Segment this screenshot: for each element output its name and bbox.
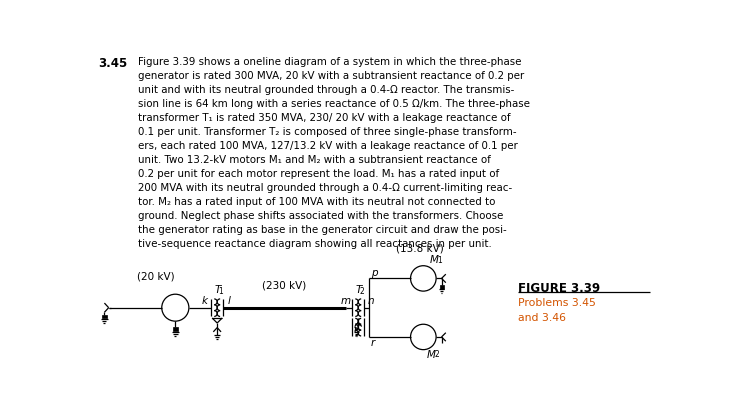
Text: unit and with its neutral grounded through a 0.4-Ω reactor. The transmis-: unit and with its neutral grounded throu… <box>138 85 515 95</box>
Text: transformer T₁ is rated 350 MVA, 230/ 20 kV with a leakage reactance of: transformer T₁ is rated 350 MVA, 230/ 20… <box>138 113 511 123</box>
Text: T: T <box>356 285 362 295</box>
Text: 3.45: 3.45 <box>97 57 127 70</box>
Text: n: n <box>368 296 375 306</box>
Text: M: M <box>430 255 439 265</box>
Text: and 3.46: and 3.46 <box>518 313 566 323</box>
Text: tive-sequence reactance diagram showing all reactances in per unit.: tive-sequence reactance diagram showing … <box>138 239 492 249</box>
Text: M: M <box>427 350 436 360</box>
Text: FIGURE 3.39: FIGURE 3.39 <box>518 282 600 295</box>
Text: 1: 1 <box>218 287 223 296</box>
Text: k: k <box>202 296 207 306</box>
Text: 2: 2 <box>359 287 364 296</box>
Text: 2: 2 <box>435 350 440 359</box>
Text: ground. Neglect phase shifts associated with the transformers. Choose: ground. Neglect phase shifts associated … <box>138 211 504 221</box>
Text: 1: 1 <box>438 256 442 265</box>
Bar <box>173 327 178 331</box>
Bar <box>103 315 106 318</box>
Text: 0.1 per unit. Transformer T₂ is composed of three single-phase transform-: 0.1 per unit. Transformer T₂ is composed… <box>138 127 517 137</box>
Text: 0.2 per unit for each motor represent the load. M₁ has a rated input of: 0.2 per unit for each motor represent th… <box>138 169 499 179</box>
Text: l: l <box>228 296 231 306</box>
Text: (13.8 kV): (13.8 kV) <box>396 244 443 253</box>
Text: sion line is 64 km long with a series reactance of 0.5 Ω/km. The three-phase: sion line is 64 km long with a series re… <box>138 99 530 109</box>
Text: m: m <box>341 296 351 306</box>
Text: (20 kV): (20 kV) <box>137 272 174 282</box>
Text: the generator rating as base in the generator circuit and draw the posi-: the generator rating as base in the gene… <box>138 225 507 235</box>
Text: Problems 3.45: Problems 3.45 <box>518 298 596 308</box>
Text: (230 kV): (230 kV) <box>262 281 306 291</box>
Text: p: p <box>371 268 377 278</box>
Text: generator is rated 300 MVA, 20 kV with a subtransient reactance of 0.2 per: generator is rated 300 MVA, 20 kV with a… <box>138 71 524 81</box>
Text: 200 MVA with its neutral grounded through a 0.4-Ω current-limiting reac-: 200 MVA with its neutral grounded throug… <box>138 183 512 193</box>
Text: ers, each rated 100 MVA, 127/13.2 kV with a leakage reactance of 0.1 per: ers, each rated 100 MVA, 127/13.2 kV wit… <box>138 141 518 151</box>
Text: tor. M₂ has a rated input of 100 MVA with its neutral not connected to: tor. M₂ has a rated input of 100 MVA wit… <box>138 197 496 207</box>
Text: Figure 3.39 shows a oneline diagram of a system in which the three-phase: Figure 3.39 shows a oneline diagram of a… <box>138 57 522 67</box>
Text: r: r <box>371 338 375 348</box>
Text: T: T <box>214 285 221 295</box>
Text: unit. Two 13.2-kV motors M₁ and M₂ with a subtransient reactance of: unit. Two 13.2-kV motors M₁ and M₂ with … <box>138 155 491 165</box>
Bar <box>440 285 443 288</box>
